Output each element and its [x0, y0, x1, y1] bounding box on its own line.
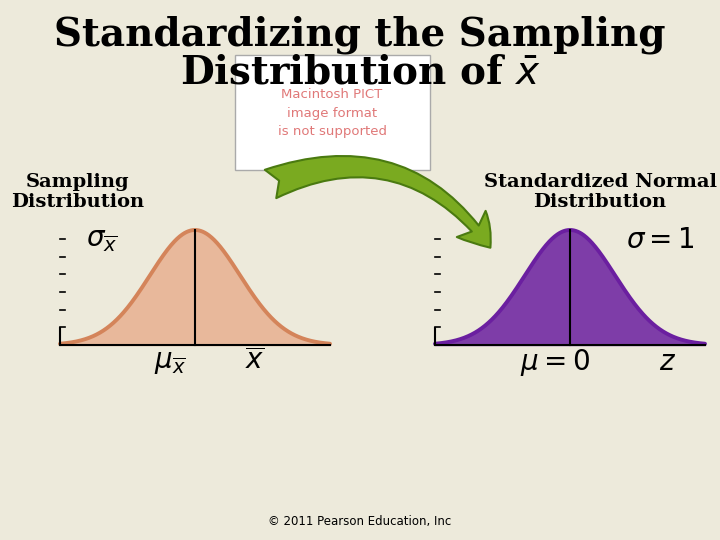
Text: Distribution: Distribution — [534, 193, 667, 211]
Text: $\mu_{\overline{x}}$: $\mu_{\overline{x}}$ — [154, 348, 186, 375]
Text: © 2011 Pearson Education, Inc: © 2011 Pearson Education, Inc — [269, 516, 451, 529]
Text: Macintosh PICT
image format
is not supported: Macintosh PICT image format is not suppo… — [277, 87, 387, 138]
Text: $z$: $z$ — [660, 348, 677, 375]
Text: $\mu = 0$: $\mu = 0$ — [520, 347, 590, 377]
Text: $\overline{x}$: $\overline{x}$ — [246, 348, 265, 375]
Text: Standardized Normal: Standardized Normal — [484, 173, 716, 191]
FancyArrowPatch shape — [265, 156, 491, 248]
Text: Standardizing the Sampling: Standardizing the Sampling — [54, 16, 666, 54]
Text: $\sigma= 1$: $\sigma= 1$ — [626, 226, 694, 253]
Bar — [235, 55, 430, 170]
Text: $\sigma_{\overline{x}}$: $\sigma_{\overline{x}}$ — [86, 226, 117, 253]
Text: Distribution of $\bar{x}$: Distribution of $\bar{x}$ — [179, 53, 541, 91]
Text: Sampling: Sampling — [26, 173, 130, 191]
Text: Distribution: Distribution — [12, 193, 145, 211]
